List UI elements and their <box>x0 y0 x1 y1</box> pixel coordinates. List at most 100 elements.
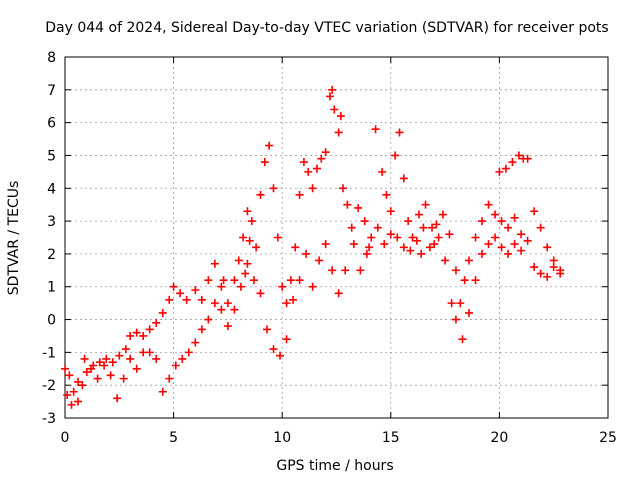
data-point-marker <box>315 256 324 265</box>
x-tick-label: 10 <box>273 430 291 446</box>
data-point-marker <box>191 338 200 347</box>
data-point-marker <box>158 308 167 317</box>
data-point-marker <box>210 299 219 308</box>
data-point-marker <box>395 128 404 137</box>
data-point-marker <box>451 266 460 275</box>
data-point-marker <box>289 295 298 304</box>
data-point-marker <box>438 210 447 219</box>
data-point-marker <box>100 361 109 370</box>
y-tick-label: -3 <box>42 411 56 427</box>
data-point-marker <box>80 354 89 363</box>
data-point-marker <box>556 269 565 278</box>
data-point-marker <box>210 259 219 268</box>
y-tick-label: 5 <box>47 148 56 164</box>
data-point-marker <box>460 276 469 285</box>
data-point-marker <box>491 233 500 242</box>
data-point-marker <box>95 358 104 367</box>
data-point-marker <box>217 282 226 291</box>
data-point-marker <box>458 335 467 344</box>
data-point-marker <box>497 217 506 226</box>
data-point-marker <box>269 345 278 354</box>
data-point-marker <box>517 230 526 239</box>
data-point-marker <box>252 243 261 252</box>
data-point-marker <box>421 200 430 209</box>
data-point-marker <box>536 223 545 232</box>
data-point-marker <box>464 256 473 265</box>
data-point-marker <box>304 167 313 176</box>
data-point-marker <box>121 345 130 354</box>
data-point-marker <box>432 220 441 229</box>
data-point-marker <box>93 374 102 383</box>
data-point-marker <box>549 263 558 272</box>
data-point-marker <box>278 282 287 291</box>
data-point-marker <box>456 299 465 308</box>
data-point-marker <box>217 305 226 314</box>
data-point-marker <box>334 128 343 137</box>
data-point-marker <box>276 351 285 360</box>
y-tick-label: -1 <box>42 345 56 361</box>
data-point-marker <box>441 256 450 265</box>
data-point-marker <box>478 217 487 226</box>
data-point-marker <box>78 381 87 390</box>
data-point-marker <box>308 184 317 193</box>
data-point-marker <box>508 158 517 167</box>
data-point-marker <box>419 223 428 232</box>
chart-title: Day 044 of 2024, Sidereal Day-to-day VTE… <box>45 20 608 36</box>
data-point-marker <box>165 295 174 304</box>
data-point-marker <box>321 240 330 249</box>
data-point-marker <box>191 286 200 295</box>
data-point-marker <box>223 322 232 331</box>
data-point-marker <box>273 233 282 242</box>
data-point-marker <box>519 154 528 163</box>
data-point-marker <box>241 269 250 278</box>
data-point-marker <box>63 391 72 400</box>
x-tick-label: 15 <box>382 430 400 446</box>
data-point-marker <box>145 348 154 357</box>
data-point-marker <box>67 400 76 409</box>
data-point-marker <box>302 249 311 258</box>
data-point-marker <box>530 263 539 272</box>
data-point-marker <box>336 112 345 121</box>
data-point-marker <box>74 397 83 406</box>
data-point-marker <box>341 266 350 275</box>
data-point-marker <box>471 276 480 285</box>
data-point-marker <box>447 299 456 308</box>
data-point-marker <box>260 158 269 167</box>
data-point-marker <box>430 240 439 249</box>
data-point-marker <box>391 151 400 160</box>
data-point-marker <box>82 368 91 377</box>
data-point-marker <box>415 210 424 219</box>
data-point-marker <box>119 374 128 383</box>
data-point-marker <box>139 331 148 340</box>
data-point-marker <box>269 184 278 193</box>
data-point-marker <box>230 276 239 285</box>
data-point-marker <box>349 240 358 249</box>
x-axis-label: GPS time / hours <box>276 458 393 474</box>
data-point-marker <box>417 249 426 258</box>
y-tick-label: 8 <box>47 50 56 66</box>
data-point-marker <box>204 276 213 285</box>
data-point-marker <box>282 299 291 308</box>
data-point-marker <box>504 249 513 258</box>
data-point-marker <box>510 240 519 249</box>
data-point-marker <box>328 266 337 275</box>
data-point-marker <box>74 377 83 386</box>
y-tick-label: 1 <box>47 280 56 296</box>
x-tick-label: 20 <box>490 430 508 446</box>
data-point-marker <box>347 223 356 232</box>
data-point-marker <box>106 371 115 380</box>
x-tick-label: 5 <box>169 430 178 446</box>
data-point-marker <box>197 325 206 334</box>
data-point-marker <box>464 308 473 317</box>
data-point-marker <box>286 276 295 285</box>
data-point-marker <box>282 335 291 344</box>
y-tick-label: 7 <box>47 83 56 99</box>
data-point-marker <box>291 243 300 252</box>
data-point-marker <box>132 328 141 337</box>
data-point-marker <box>126 331 135 340</box>
data-point-marker <box>367 233 376 242</box>
axis-ticks: 0 5 10 15 20 25 -3 -2 -1 0 1 2 3 4 5 6 7 8 <box>42 50 617 446</box>
data-point-marker <box>484 200 493 209</box>
data-point-marker <box>386 207 395 216</box>
